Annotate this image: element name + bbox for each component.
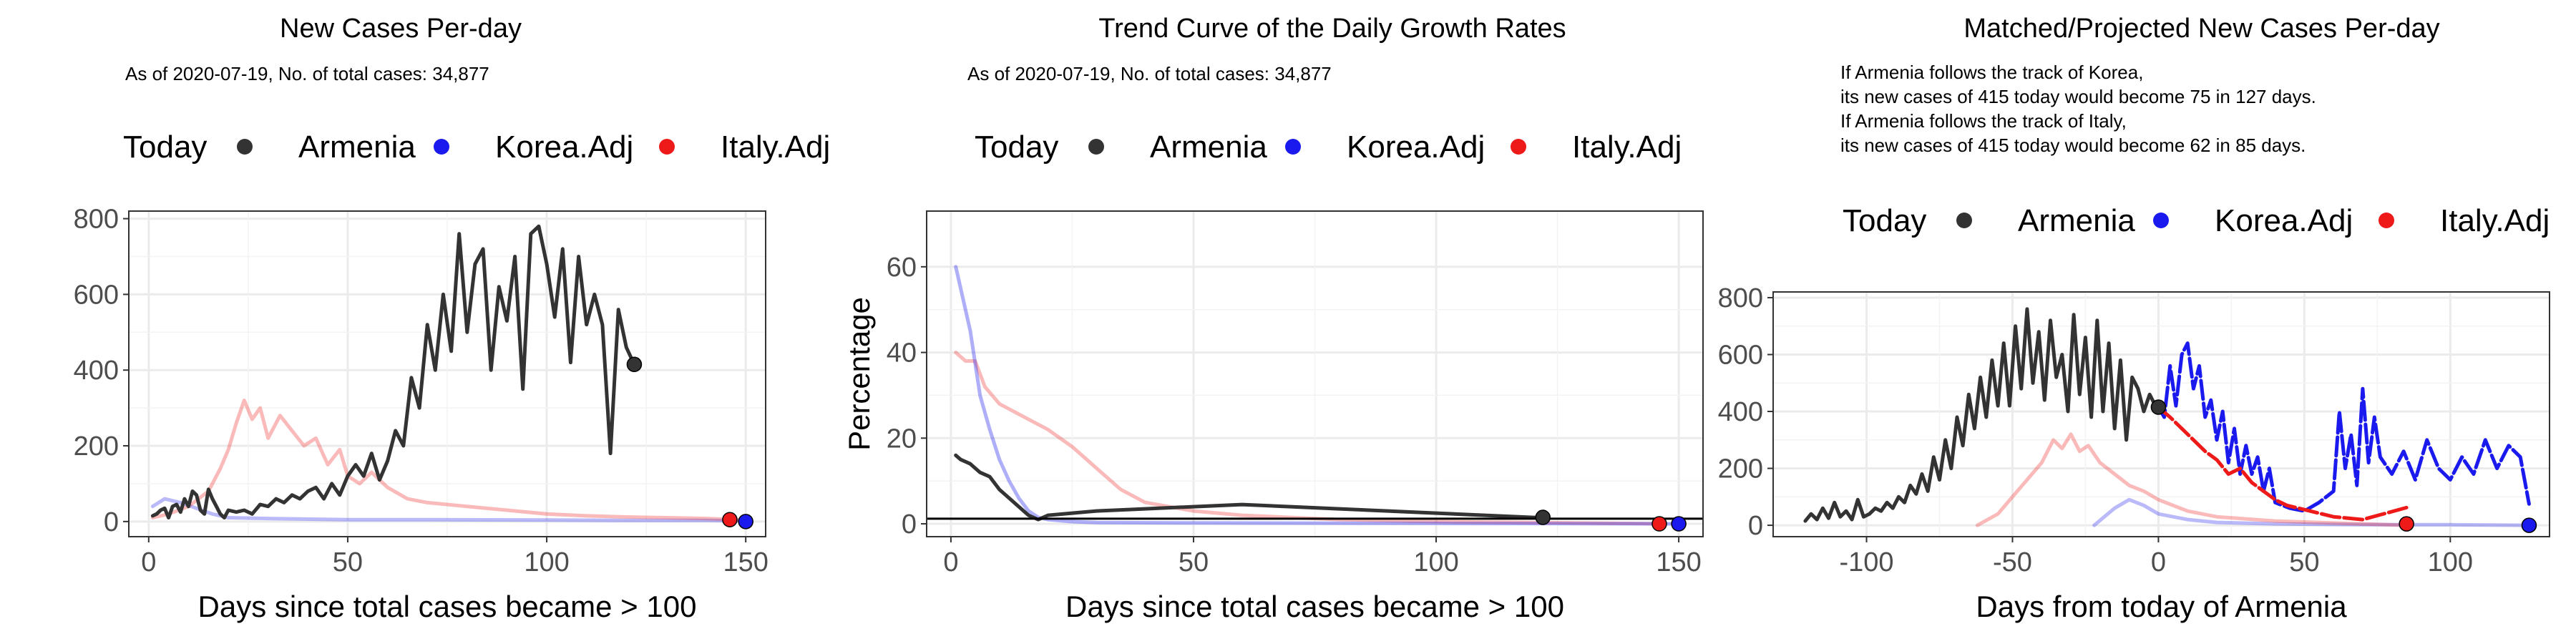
today-point-korea-adj (2521, 517, 2537, 533)
legend-key-armenia (1088, 139, 1104, 155)
series-line-korea-adj (150, 497, 748, 523)
x-tick-label: 0 (943, 547, 958, 577)
legend-label: Italy.Adj (721, 130, 830, 165)
series-line-italy-adj (954, 351, 1662, 526)
legend-label: Italy.Adj (2440, 203, 2550, 238)
legend-label: Armenia (2018, 203, 2135, 238)
x-axis-label: Days from today of Armenia (1976, 590, 2347, 623)
chart-3: Matched/Projected New Cases Per-day If Ar… (1718, 14, 2550, 623)
legend-title: Today (1843, 203, 1926, 238)
legend-label: Korea.Adj (2215, 203, 2353, 238)
legend-label: Korea.Adj (1347, 130, 1485, 165)
chart-note: its new cases of 415 today would become … (1840, 86, 2316, 107)
y-tick-label: 200 (74, 431, 119, 462)
legend-key-italy-adj (1511, 139, 1526, 155)
chart-2: Trend Curve of the Daily Growth Rates As … (842, 14, 1704, 623)
chart-subtitle: As of 2020-07-19, No. of total cases: 34… (125, 63, 489, 84)
y-tick-label: 400 (1718, 397, 1763, 427)
y-tick-label: 800 (1718, 283, 1763, 313)
legend-label: Korea.Adj (495, 130, 633, 165)
y-tick-label: 400 (74, 356, 119, 386)
y-tick-label: 0 (1748, 511, 1763, 541)
y-tick-label: 0 (104, 507, 119, 537)
x-tick-label: 50 (2289, 547, 2319, 577)
y-tick-label: 600 (1718, 340, 1763, 370)
today-point-korea-adj (738, 514, 753, 530)
legend-title: Today (975, 130, 1058, 165)
x-tick-label: 100 (2428, 547, 2473, 577)
series-line-italy-adj (150, 399, 740, 522)
legend: Today Armenia Korea.Adj Italy.Adj (975, 130, 1682, 165)
legend-key-italy-adj (2379, 213, 2394, 228)
chart-title: Matched/Projected New Cases Per-day (1963, 14, 2439, 44)
x-tick-label: 50 (333, 547, 363, 577)
series-line-armenia (1803, 307, 2160, 523)
today-point-korea-adj (1671, 516, 1687, 532)
chart-note: If Armenia follows the track of Italy, (1840, 110, 2127, 132)
chart-note: its new cases of 415 today would become … (1840, 135, 2306, 156)
today-point-italy-adj (1652, 516, 1667, 532)
chart-title: Trend Curve of the Daily Growth Rates (1098, 14, 1566, 44)
x-tick-label: 0 (141, 547, 156, 577)
legend-key-korea-adj (2153, 213, 2169, 228)
plot-border (926, 210, 1704, 537)
gridlines (927, 211, 1703, 537)
legend-key-armenia (1956, 213, 1972, 228)
y-tick-label: 800 (74, 205, 119, 235)
today-point-italy-adj (2399, 516, 2414, 532)
x-tick-label: 50 (1179, 547, 1209, 577)
y-tick-label: 200 (1718, 454, 1763, 484)
legend-label: Armenia (298, 130, 416, 165)
x-tick-label: 100 (524, 547, 569, 577)
legend-key-korea-adj (1285, 139, 1301, 155)
x-tick-label: 100 (1413, 547, 1458, 577)
legend-label: Italy.Adj (1572, 130, 1682, 165)
legend-key-armenia (237, 139, 253, 155)
x-tick-label: 150 (723, 547, 768, 577)
chart-subtitle: As of 2020-07-19, No. of total cases: 34… (967, 63, 1332, 84)
chart-1: New Cases Per-day As of 2020-07-19, No. o… (74, 14, 831, 623)
series-line-armenia (150, 224, 636, 519)
x-axis-label: Days since total cases became > 100 (198, 590, 697, 623)
y-tick-label: 600 (74, 280, 119, 310)
legend: Today Armenia Korea.Adj Italy.Adj (1843, 203, 2550, 238)
plot-border (128, 210, 766, 537)
chart-note: If Armenia follows the track of Korea, (1840, 62, 2143, 83)
series-line-korea-adj (954, 265, 1681, 526)
y-tick-label: 40 (887, 338, 917, 369)
x-tick-label: -50 (1993, 547, 2032, 577)
today-point-italy-adj (722, 512, 738, 527)
x-axis-label: Days since total cases became > 100 (1065, 590, 1564, 623)
today-point-armenia (1535, 509, 1551, 525)
today-point-armenia (626, 356, 643, 373)
legend-title: Today (123, 130, 207, 165)
legend: Today Armenia Korea.Adj Italy.Adj (123, 130, 830, 165)
series-line-italy-adj (2156, 405, 2409, 522)
legend-key-korea-adj (434, 139, 449, 155)
legend-key-italy-adj (659, 139, 675, 155)
x-tick-label: 0 (2151, 547, 2166, 577)
y-tick-label: 0 (902, 509, 917, 540)
y-tick-label: 60 (887, 253, 917, 283)
series-line-armenia (954, 453, 1545, 522)
x-tick-label: 150 (1656, 547, 1701, 577)
plot-border (1772, 291, 2550, 537)
series-line-italy-adj (1976, 432, 2409, 527)
legend-label: Armenia (1150, 130, 1267, 165)
y-axis-label: Percentage (842, 297, 876, 451)
y-tick-label: 20 (887, 424, 917, 454)
series-line-korea-adj (2156, 341, 2531, 513)
today-point-armenia (2150, 399, 2167, 415)
x-tick-label: -100 (1839, 547, 1893, 577)
chart-title: New Cases Per-day (280, 14, 522, 44)
